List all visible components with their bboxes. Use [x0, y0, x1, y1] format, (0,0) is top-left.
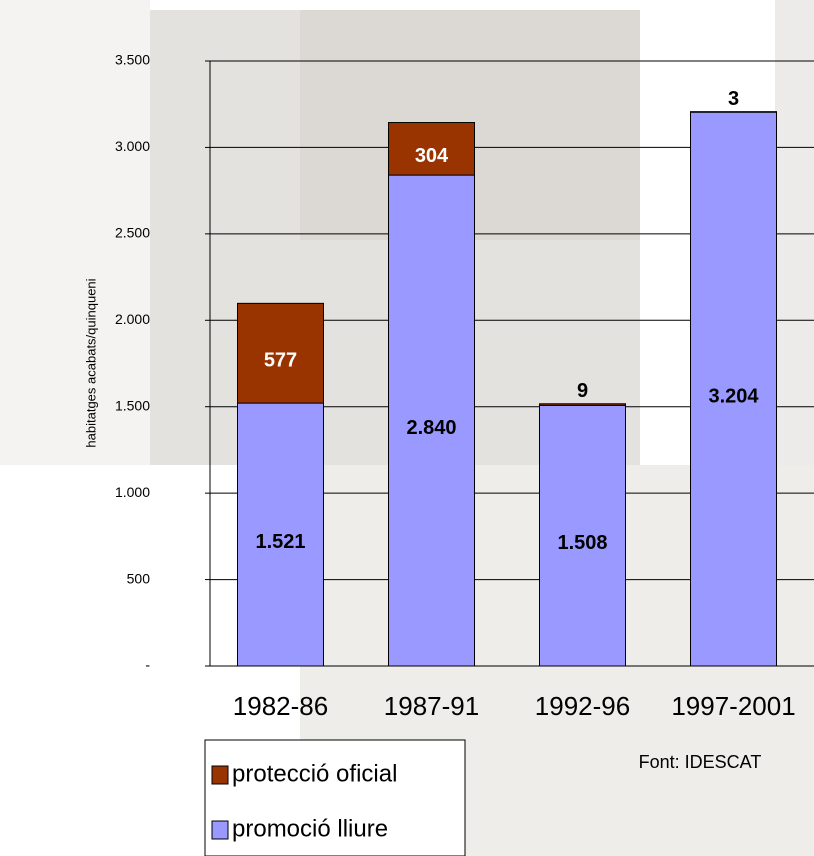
legend-swatch: [211, 820, 229, 840]
bar-segment: [237, 302, 324, 404]
data-label: 3: [728, 88, 739, 110]
data-label: 9: [577, 380, 588, 402]
y-tick-label: 3.500: [115, 52, 150, 68]
data-label: 577: [264, 349, 297, 371]
bar-segment: [388, 122, 475, 176]
bar-segment: [388, 174, 475, 667]
data-label: 3.204: [708, 385, 759, 407]
x-tick-label: 1992-96: [535, 691, 630, 721]
y-tick-label: 500: [127, 570, 151, 586]
y-tick-label: 2.500: [115, 225, 150, 241]
x-tick-label: 1987-91: [384, 691, 479, 721]
data-label: 1.508: [557, 532, 607, 554]
data-label: 1.521: [255, 531, 305, 553]
y-tick-label: 3.000: [115, 138, 150, 154]
legend-label: promoció lliure: [232, 815, 388, 842]
x-tick-label: 1997-2001: [671, 691, 795, 721]
data-label: 2.840: [406, 417, 456, 439]
photo-panel: [0, 0, 150, 465]
source-note: Font: IDESCAT: [639, 752, 762, 772]
y-tick-label: 2.000: [115, 311, 150, 327]
legend-box: [204, 739, 466, 856]
y-tick-label: 1.500: [115, 397, 150, 413]
x-tick-label: 1982-86: [233, 691, 328, 721]
bar-segment: [539, 404, 626, 667]
y-tick-label: 1.000: [115, 484, 150, 500]
y-tick-label: -: [145, 657, 150, 673]
bar-segment: [237, 402, 324, 667]
bar-segment: [539, 403, 626, 406]
bar-segment: [690, 111, 777, 113]
legend-label: protecció oficial: [232, 760, 397, 787]
bar-segment: [690, 111, 777, 667]
data-label: 304: [415, 145, 449, 167]
photo-panel: [775, 0, 814, 465]
legend-swatch: [211, 765, 229, 785]
y-axis-label: habitatges acabats/quinqueni: [83, 278, 98, 447]
